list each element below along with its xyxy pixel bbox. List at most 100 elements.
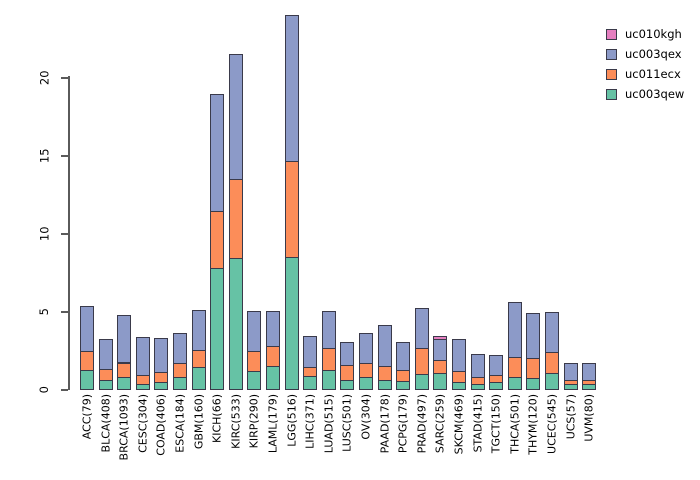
- legend-item: uc010kgh: [606, 26, 700, 43]
- x-axis-label: LUSC(501): [340, 392, 354, 480]
- x-axis-label: KIRP(290): [247, 392, 261, 480]
- x-axis-label-text: ACC(79): [80, 394, 94, 440]
- bar-segment-uc003qex: [266, 311, 280, 348]
- bar: [489, 354, 504, 390]
- x-axis-label-text: LUAD(515): [322, 394, 336, 454]
- bar-segment-uc003qex: [284, 14, 299, 163]
- x-axis-label: LUAD(515): [322, 392, 336, 480]
- x-axis-label: STAD(415): [471, 392, 485, 480]
- bar: [228, 53, 243, 390]
- x-axis-label-text: BLCA(408): [99, 394, 113, 453]
- bar-segment-uc011ecx: [117, 362, 132, 379]
- legend-item-label: uc003qex: [625, 46, 682, 61]
- x-axis-label: LAML(179): [266, 392, 280, 480]
- bar-segment-uc011ecx: [210, 211, 225, 270]
- bar: [359, 332, 373, 390]
- bar-segment-uc003qex: [377, 325, 392, 367]
- x-axis-label-text: STAD(415): [471, 394, 485, 453]
- bar: [396, 341, 411, 390]
- y-axis-tick: [61, 77, 68, 79]
- bar: [470, 353, 485, 390]
- bar-segment-uc003qew: [507, 377, 522, 390]
- x-axis-label: ESCA(184): [173, 392, 187, 480]
- x-axis-label-text: PRAD(497): [415, 394, 429, 454]
- bar-segment-uc003qew: [377, 379, 392, 390]
- bar-segment-uc003qew: [173, 376, 187, 390]
- legend-item-label: uc003qew: [625, 86, 685, 101]
- bar-segment-uc003qex: [340, 342, 355, 366]
- x-axis-label: COAD(406): [154, 392, 168, 480]
- x-axis-label: SKCM(469): [452, 392, 466, 480]
- bar-segment-uc003qew: [396, 381, 411, 390]
- y-axis-tick: [61, 311, 68, 313]
- legend-item-label: uc010kgh: [625, 26, 682, 41]
- bar: [507, 301, 522, 390]
- x-axis-label-text: CESC(304): [136, 394, 150, 453]
- bar-segment-uc011ecx: [228, 179, 243, 259]
- legend-item: uc003qew: [606, 86, 700, 103]
- legend-swatch-icon: [606, 89, 617, 100]
- bar: [266, 310, 280, 390]
- x-axis-label-text: PCPG(179): [396, 394, 410, 454]
- x-axis-label: ACC(79): [80, 392, 94, 480]
- y-axis-tick-label-text: 15: [37, 148, 52, 164]
- bar: [340, 341, 355, 390]
- bar-segment-uc003qew: [228, 257, 243, 390]
- bar-segment-uc011ecx: [284, 161, 299, 259]
- bar-segment-uc011ecx: [340, 364, 355, 381]
- bar: [433, 335, 448, 390]
- x-axis-label: KICH(66): [210, 392, 224, 480]
- bar-segment-uc003qex: [191, 310, 206, 351]
- bar-segment-uc003qex: [303, 335, 318, 369]
- legend-item: uc003qex: [606, 46, 700, 63]
- bar: [582, 362, 597, 390]
- x-axis-label-text: COAD(406): [154, 394, 168, 456]
- bar-segment-uc003qew: [154, 381, 169, 390]
- x-axis-label-text: LIHC(371): [303, 394, 317, 449]
- bar-segment-uc003qew: [191, 367, 206, 390]
- y-axis-tick-label: 0: [34, 383, 56, 397]
- bar: [117, 314, 132, 390]
- legend-swatch-icon: [606, 69, 617, 80]
- bar-segment-uc011ecx: [507, 357, 522, 379]
- bar: [80, 305, 94, 390]
- bar-segment-uc010kgh: [433, 336, 448, 341]
- x-axis-label: UVM(80): [582, 392, 596, 480]
- x-axis-label-text: SARC(259): [433, 394, 447, 454]
- x-axis-label-text: LGG(516): [285, 394, 299, 447]
- bar: [452, 338, 466, 390]
- x-axis-label: PCPG(179): [396, 392, 410, 480]
- bar: [303, 335, 318, 390]
- bar-segment-uc011ecx: [303, 367, 318, 377]
- bar-segment-uc011ecx: [321, 348, 336, 371]
- bar-segment-uc011ecx: [452, 371, 466, 383]
- bar-segment-uc003qew: [414, 374, 429, 390]
- x-axis-label: TGCT(150): [489, 392, 503, 480]
- bar: [191, 309, 206, 390]
- bar: [377, 324, 392, 390]
- bar-segment-uc003qex: [414, 307, 429, 349]
- x-axis-label: THCA(501): [508, 392, 522, 480]
- bar-segment-uc003qew: [303, 375, 318, 390]
- bar-segment-uc011ecx: [470, 376, 485, 385]
- bar-segment-uc003qex: [507, 302, 522, 359]
- bar-segment-uc003qex: [210, 94, 225, 213]
- x-axis-label-text: GBM(160): [192, 394, 206, 450]
- bar-segment-uc003qex: [173, 332, 187, 365]
- x-axis-label-text: KICH(66): [210, 394, 224, 443]
- x-axis-label-text: TGCT(150): [489, 394, 503, 454]
- bar-segment-uc003qew: [433, 372, 448, 390]
- bar-segment-uc003qex: [545, 311, 559, 354]
- bar-segment-uc003qex: [359, 332, 373, 365]
- bar-segment-uc011ecx: [154, 371, 169, 383]
- bar-segment-uc003qex: [582, 363, 597, 381]
- bar: [247, 310, 262, 390]
- x-axis-label-text: THYM(120): [526, 394, 540, 455]
- x-axis-label-text: LUSC(501): [340, 394, 354, 452]
- bar: [210, 93, 225, 390]
- bar-segment-uc011ecx: [191, 350, 206, 369]
- bar-segment-uc011ecx: [377, 365, 392, 381]
- x-axis-label-text: UVM(80): [582, 394, 596, 442]
- x-axis-label-text: PAAD(178): [378, 394, 392, 454]
- bar-segment-uc003qew: [266, 365, 280, 390]
